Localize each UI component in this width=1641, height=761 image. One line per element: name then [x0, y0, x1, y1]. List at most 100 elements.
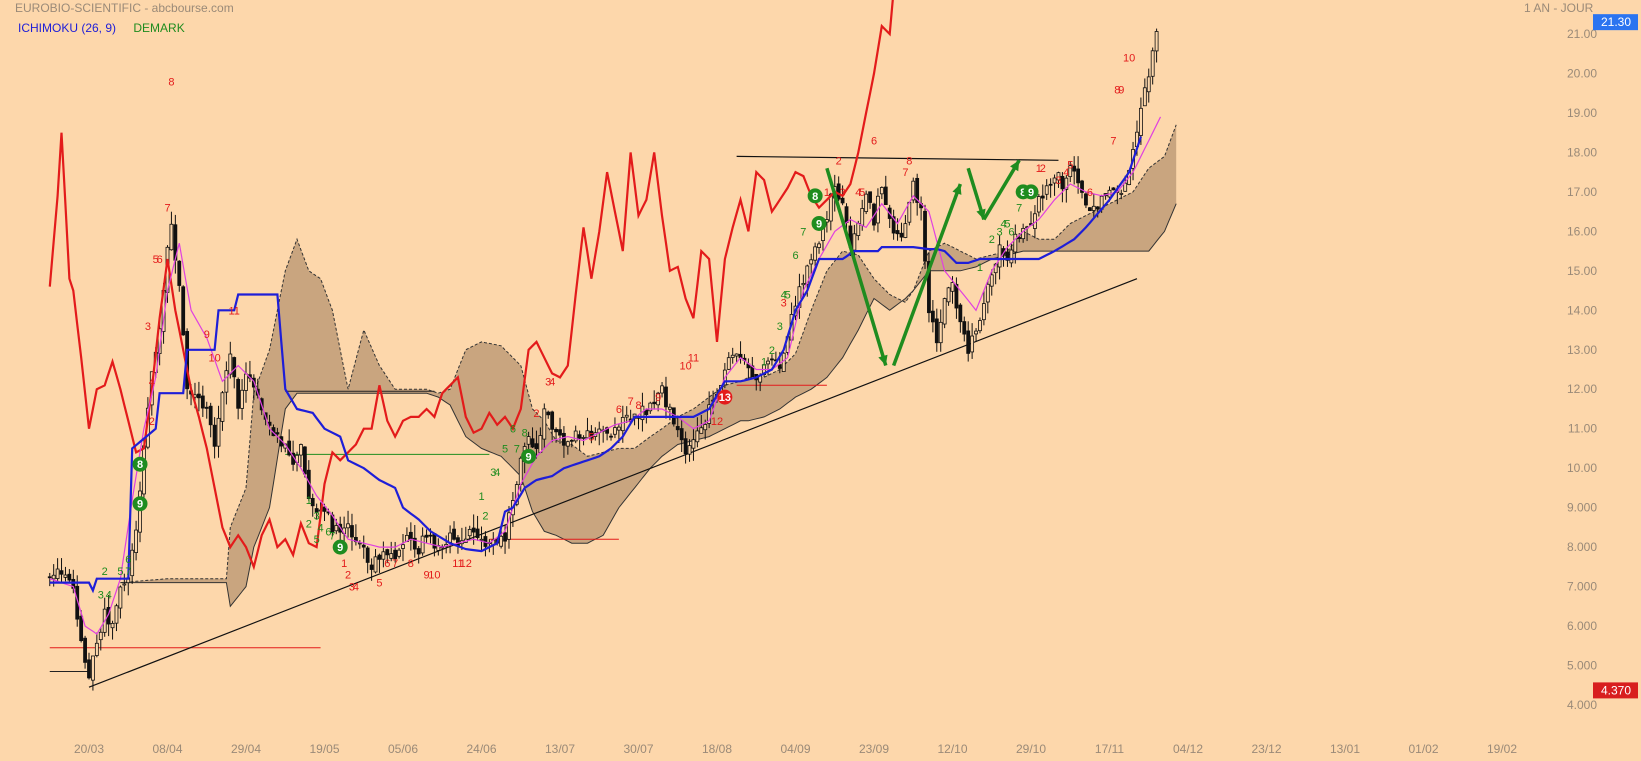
- candle-body: [589, 430, 594, 439]
- demark-count: 2: [149, 416, 155, 428]
- candle-body: [51, 574, 56, 580]
- demark-count: 2: [482, 511, 488, 523]
- candle-body: [978, 320, 982, 332]
- candle-body: [927, 261, 931, 314]
- candle-body: [275, 432, 280, 435]
- candle-body: [87, 659, 91, 679]
- demark-count: 9: [337, 542, 343, 554]
- demark-count: 6: [157, 254, 163, 266]
- candle-body: [852, 233, 857, 251]
- candle-body: [1139, 107, 1143, 136]
- candle-body: [1142, 87, 1147, 107]
- indicator-lines: [48, 0, 1162, 635]
- candle-body: [114, 605, 119, 624]
- last-price-badge: [1593, 14, 1638, 31]
- candle-body: [844, 206, 849, 223]
- candle-body: [840, 197, 845, 204]
- x-tick-label: 29/10: [1016, 742, 1046, 756]
- candle-body: [412, 537, 417, 550]
- candle-body: [63, 574, 68, 578]
- candle-body: [369, 564, 374, 570]
- y-tick-label: 9.000: [1567, 501, 1597, 515]
- tenkan-line: [49, 116, 1162, 635]
- candle-body: [385, 549, 390, 556]
- candle-body: [911, 180, 916, 201]
- x-tick-label: 19/02: [1487, 742, 1517, 756]
- demark-count: 9: [137, 499, 143, 511]
- demark-count: 2: [102, 566, 108, 578]
- candle-body: [534, 443, 539, 450]
- candle-body: [393, 549, 398, 560]
- candle-body: [856, 223, 861, 236]
- candle-body: [656, 392, 661, 406]
- candle-body: [169, 223, 174, 251]
- candle-body: [1111, 187, 1116, 191]
- candlesticks: [47, 28, 1159, 691]
- x-tick-label: 04/09: [780, 742, 810, 756]
- candle-body: [499, 535, 504, 547]
- candle-body: [942, 298, 947, 325]
- demark-count: 4: [549, 376, 555, 388]
- demark-count: 1: [1036, 163, 1042, 175]
- candle-body: [581, 437, 586, 439]
- chart-period: 1 AN - JOUR: [1524, 1, 1594, 15]
- candle-body: [208, 405, 213, 426]
- low-price-label: 4.370: [1601, 683, 1631, 697]
- y-tick-label: 10.00: [1567, 461, 1597, 475]
- candle-body: [224, 370, 229, 393]
- trend-lines: [88, 155, 1138, 688]
- candle-body: [397, 549, 401, 557]
- candle-body: [200, 395, 205, 409]
- candle-body: [216, 417, 221, 447]
- demark-count: 9: [204, 329, 210, 341]
- candle-body: [938, 321, 943, 344]
- demark-count: 7: [164, 203, 170, 215]
- demark-count: 6: [792, 250, 798, 262]
- candle-body: [734, 353, 739, 357]
- candle-body: [970, 335, 975, 353]
- candle-body: [181, 286, 186, 336]
- candle-body: [314, 508, 319, 513]
- candle-body: [98, 631, 103, 641]
- candle-body: [212, 424, 217, 447]
- candle-body: [420, 535, 425, 554]
- candle-body: [302, 446, 307, 475]
- candle-body: [1072, 165, 1077, 172]
- candle-body: [518, 457, 523, 486]
- indicator-legend: ICHIMOKU (26, 9) DEMARK: [18, 21, 185, 35]
- support-trendline: [88, 278, 1138, 688]
- demark-count: 1: [478, 491, 484, 503]
- candle-body: [94, 642, 99, 656]
- y-tick-label: 20.00: [1567, 66, 1597, 80]
- candle-body: [244, 373, 248, 391]
- resistance-trendline: [736, 155, 1059, 161]
- candle-body: [1048, 183, 1053, 186]
- candle-body: [660, 385, 664, 394]
- chikou-line: [48, 0, 894, 571]
- candle-body: [691, 439, 696, 449]
- candle-body: [232, 357, 237, 378]
- demark-count: 4: [149, 376, 155, 388]
- candle-body: [860, 208, 865, 226]
- candle-body: [79, 615, 84, 642]
- candle-body: [322, 506, 327, 512]
- candle-body: [703, 424, 708, 431]
- demark-count: 1: [824, 187, 830, 199]
- candle-body: [974, 330, 978, 335]
- candle-body: [609, 435, 613, 438]
- candle-body: [805, 265, 810, 285]
- demark-count: 6: [1008, 226, 1014, 238]
- x-tick-label: 08/04: [152, 742, 182, 756]
- demark-count: 4: [1063, 167, 1069, 179]
- candle-body: [1084, 193, 1088, 206]
- candle-body: [479, 538, 484, 541]
- candle-body: [228, 353, 233, 375]
- x-tick-label: 18/08: [702, 742, 732, 756]
- candle-body: [130, 549, 135, 577]
- demark-count: 7: [329, 530, 335, 542]
- demark-count: 5: [376, 578, 382, 590]
- candle-body: [1076, 168, 1080, 184]
- demark-count: 4: [106, 589, 112, 601]
